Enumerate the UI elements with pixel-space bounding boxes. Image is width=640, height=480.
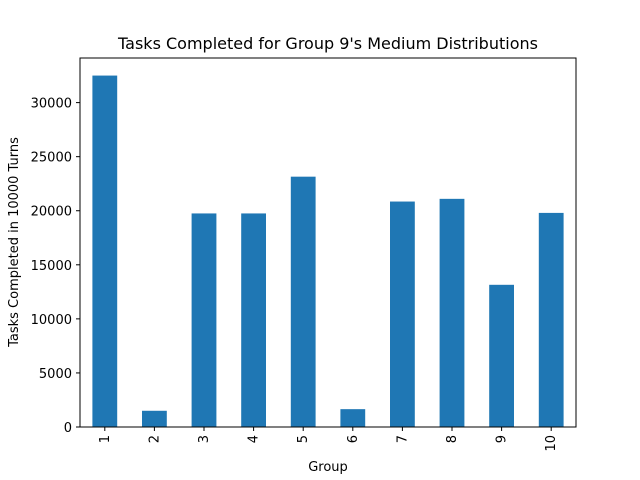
x-tick-label: 7 — [395, 435, 410, 443]
y-axis-ticks: 0 5000 10000 15000 20000 25000 30000 — [31, 97, 80, 436]
bar-group-4 — [241, 213, 266, 427]
bar-group-3 — [191, 213, 217, 427]
bar-group-9 — [489, 284, 514, 427]
y-tick-label: 20000 — [31, 205, 72, 220]
x-tick-label: 3 — [197, 435, 212, 443]
y-tick-label: 0 — [64, 421, 72, 436]
bar-group-1 — [92, 75, 118, 428]
x-tick-label: 10 — [544, 435, 559, 452]
x-tick-label: 6 — [346, 435, 361, 443]
y-tick-label: 5000 — [39, 367, 72, 382]
x-tick-label: 1 — [98, 435, 113, 443]
bar-group-6 — [340, 409, 366, 427]
y-tick-label: 15000 — [31, 259, 72, 274]
x-tick-label: 9 — [495, 435, 510, 443]
y-axis-label: Tasks Completed in 10000 Turns — [7, 137, 22, 348]
x-axis-ticks: 1 2 3 4 5 6 7 8 9 10 — [98, 427, 559, 452]
x-tick-label: 2 — [147, 435, 162, 443]
chart-title: Tasks Completed for Group 9's Medium Dis… — [117, 34, 538, 53]
bar-group-5 — [290, 176, 316, 427]
x-tick-label: 5 — [296, 435, 311, 443]
x-tick-label: 8 — [445, 435, 460, 443]
bar-group-2 — [142, 410, 167, 427]
bar-group-10 — [538, 212, 564, 427]
x-tick-label: 4 — [247, 435, 262, 443]
y-tick-label: 30000 — [31, 97, 72, 112]
x-axis-label: Group — [308, 460, 348, 475]
plot-frame — [79, 57, 577, 428]
bars-group — [92, 75, 564, 428]
bar-group-8 — [439, 198, 465, 427]
y-tick-label: 10000 — [31, 313, 72, 328]
y-tick-label: 25000 — [31, 151, 72, 166]
bar-group-7 — [390, 201, 415, 427]
